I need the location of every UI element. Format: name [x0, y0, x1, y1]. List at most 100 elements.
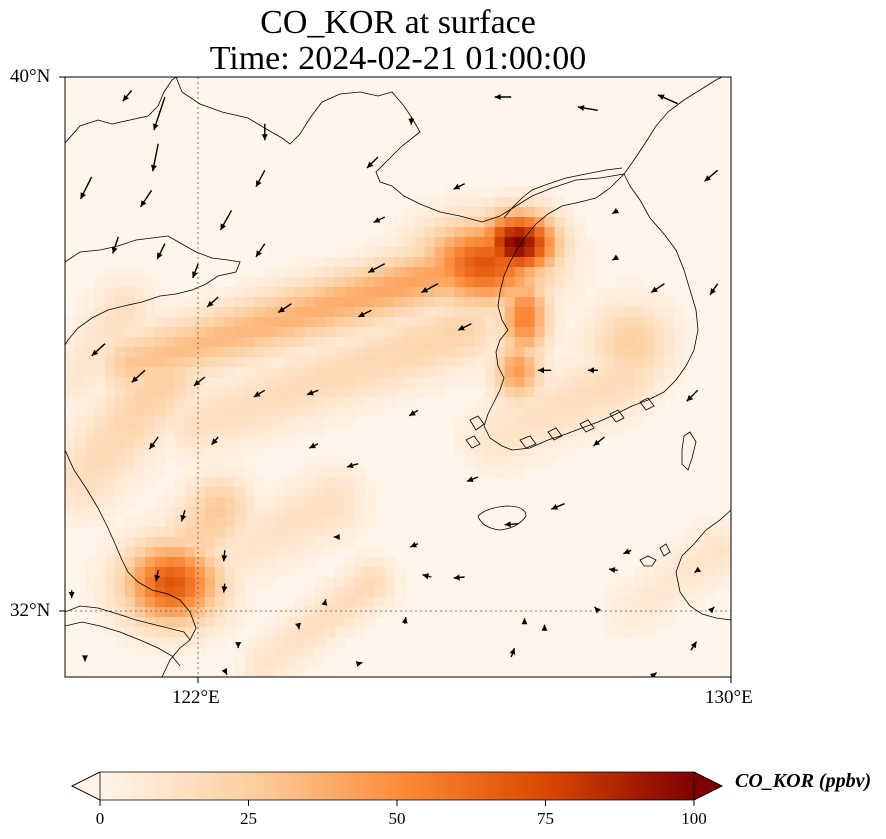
concentration-cell — [624, 337, 635, 348]
wind-arrow — [206, 296, 219, 308]
concentration-cell — [194, 497, 206, 508]
concentration-cell — [204, 427, 216, 438]
concentration-cell — [724, 557, 731, 568]
concentration-cell — [344, 417, 356, 428]
concentration-cell — [174, 557, 186, 568]
concentration-cell — [594, 327, 606, 338]
concentration-cell — [194, 627, 206, 638]
concentration-cell — [204, 437, 216, 448]
concentration-cell — [105, 367, 116, 378]
concentration-cell — [324, 327, 336, 338]
concentration-cell — [394, 367, 406, 378]
concentration-cell — [194, 317, 206, 328]
concentration-cell — [244, 317, 256, 328]
concentration-cell — [654, 347, 665, 358]
concentration-cell — [574, 427, 586, 438]
concentration-cell — [654, 617, 665, 628]
concentration-cell — [544, 437, 556, 448]
concentration-cell — [304, 347, 316, 358]
concentration-cell — [254, 547, 266, 558]
concentration-cell — [404, 347, 416, 358]
concentration-cell — [354, 257, 366, 268]
concentration-cell — [294, 667, 306, 677]
concentration-cell — [134, 267, 146, 278]
concentration-cell — [644, 347, 655, 358]
concentration-cell — [115, 577, 126, 588]
concentration-cell — [214, 427, 226, 438]
concentration-cell — [554, 357, 566, 368]
concentration-cell — [124, 407, 136, 418]
concentration-cell — [644, 337, 655, 348]
concentration-cell — [274, 317, 286, 328]
concentration-cell — [574, 397, 586, 408]
concentration-cell — [454, 427, 466, 438]
concentration-cell — [234, 387, 246, 398]
concentration-cell — [394, 587, 406, 598]
concentration-cell — [85, 567, 96, 578]
concentration-cell — [534, 307, 546, 318]
concentration-cell — [224, 337, 236, 348]
concentration-cell — [484, 307, 496, 318]
concentration-cell — [504, 337, 516, 348]
concentration-cell — [234, 427, 246, 438]
concentration-cell — [304, 327, 316, 338]
concentration-cell — [404, 397, 416, 408]
concentration-cell — [254, 527, 266, 538]
wind-arrow — [295, 622, 301, 630]
concentration-cell — [204, 327, 216, 338]
concentration-cell — [304, 377, 316, 388]
colorbar-extend-max — [693, 771, 723, 801]
concentration-cell — [344, 277, 356, 288]
concentration-cell — [474, 297, 486, 308]
wind-arrow — [277, 303, 292, 314]
concentration-cell — [474, 397, 486, 408]
concentration-cell — [284, 547, 296, 558]
concentration-cell — [384, 557, 396, 568]
concentration-cell — [474, 337, 486, 348]
concentration-cell — [394, 257, 406, 268]
concentration-cell — [384, 237, 396, 248]
concentration-cell — [364, 507, 376, 518]
concentration-cell — [524, 437, 536, 448]
concentration-cell — [184, 527, 196, 538]
concentration-cell — [144, 467, 156, 478]
concentration-cell — [144, 367, 156, 378]
concentration-cell — [384, 277, 396, 288]
colorbar-gradient — [100, 772, 694, 800]
wind-arrow — [192, 263, 199, 279]
concentration-cell — [274, 647, 286, 658]
concentration-cell — [194, 537, 206, 548]
concentration-cell — [304, 277, 316, 288]
concentration-cell — [244, 537, 256, 548]
concentration-cell — [254, 657, 266, 668]
concentration-cell — [154, 427, 166, 438]
concentration-cell — [594, 317, 606, 328]
wind-arrow — [457, 323, 472, 331]
wind-vectors — [68, 89, 719, 677]
concentration-cell — [124, 387, 136, 398]
concentration-cell — [244, 377, 256, 388]
concentration-cell — [624, 617, 635, 628]
concentration-cell — [464, 207, 476, 218]
concentration-cell — [234, 317, 246, 328]
concentration-cell — [604, 287, 616, 298]
concentration-cell — [674, 327, 685, 338]
concentration-cell — [174, 377, 186, 388]
concentration-cell — [124, 467, 136, 478]
concentration-cell — [324, 457, 336, 468]
concentration-cell — [594, 347, 606, 358]
concentration-cell — [254, 437, 266, 448]
concentration-cell — [144, 427, 156, 438]
concentration-cell — [624, 397, 635, 408]
concentration-cell — [284, 317, 296, 328]
concentration-cell — [134, 457, 146, 468]
concentration-cell — [334, 607, 346, 618]
concentration-cell — [384, 307, 396, 318]
concentration-cell — [234, 417, 246, 428]
concentration-cell — [364, 617, 376, 628]
concentration-cell — [534, 387, 546, 398]
concentration-cell — [105, 457, 116, 468]
concentration-cell — [714, 557, 725, 568]
concentration-cell — [524, 227, 536, 238]
concentration-cell — [75, 377, 86, 388]
